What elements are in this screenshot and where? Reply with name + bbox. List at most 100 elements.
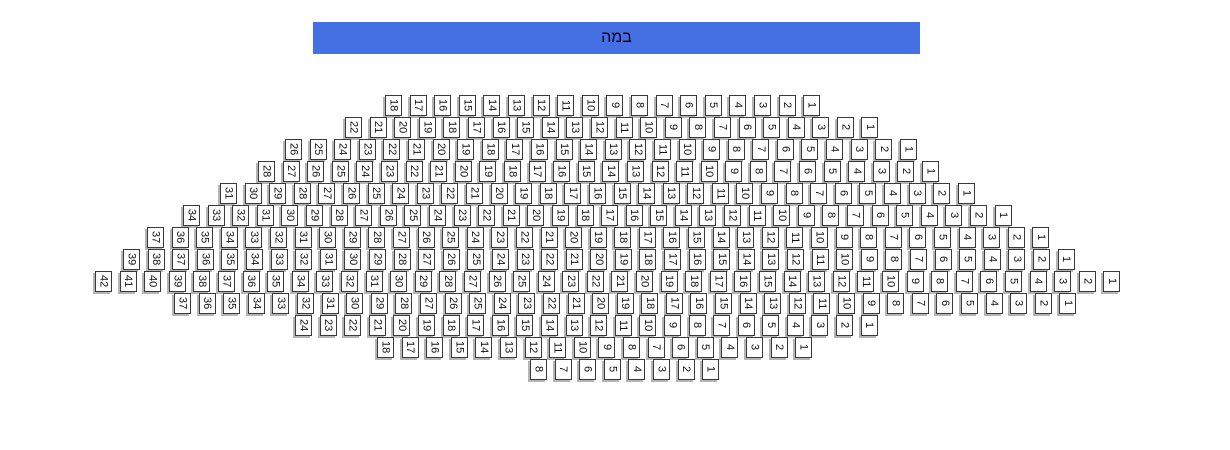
seat[interactable]: 37	[172, 249, 190, 270]
seat[interactable]: 12	[687, 183, 705, 204]
seat[interactable]: 27	[392, 227, 410, 248]
seat[interactable]: 26	[442, 249, 460, 270]
seat[interactable]: 26	[417, 227, 435, 248]
seat[interactable]: 1	[899, 139, 917, 160]
seat[interactable]: 17	[638, 227, 656, 248]
seat[interactable]: 20	[592, 293, 610, 314]
seat[interactable]: 34	[220, 227, 238, 248]
seat[interactable]: 5	[762, 315, 780, 336]
seat[interactable]: 11	[549, 337, 567, 358]
seat[interactable]: 33	[272, 293, 290, 314]
seat[interactable]: 19	[515, 183, 533, 204]
seat[interactable]: 16	[690, 293, 708, 314]
seat[interactable]: 7	[884, 227, 902, 248]
seat[interactable]: 17	[506, 139, 524, 160]
seat[interactable]: 32	[340, 271, 358, 292]
seat[interactable]: 4	[958, 227, 976, 248]
seat[interactable]: 4	[628, 359, 646, 380]
seat[interactable]: 15	[450, 337, 468, 358]
seat[interactable]: 30	[319, 227, 337, 248]
seat[interactable]: 2	[770, 337, 788, 358]
seat[interactable]: 24	[428, 205, 446, 226]
seat[interactable]: 15	[713, 249, 731, 270]
seat[interactable]: 3	[945, 205, 963, 226]
seat[interactable]: 35	[221, 249, 239, 270]
seat[interactable]: 2	[970, 205, 987, 226]
seat[interactable]: 16	[588, 183, 606, 204]
seat[interactable]: 3	[908, 183, 926, 204]
seat[interactable]: 15	[458, 95, 476, 116]
seat[interactable]: 22	[542, 293, 560, 314]
seat[interactable]: 3	[983, 227, 1001, 248]
seat[interactable]: 19	[418, 117, 436, 138]
seat[interactable]: 16	[491, 315, 509, 336]
seat[interactable]: 13	[762, 249, 780, 270]
seat[interactable]: 6	[776, 139, 794, 160]
seat[interactable]: 29	[305, 205, 323, 226]
seat[interactable]: 27	[419, 293, 437, 314]
seat[interactable]: 23	[319, 315, 337, 336]
seat[interactable]: 13	[737, 227, 755, 248]
seat[interactable]: 11	[614, 315, 632, 336]
seat[interactable]: 8	[530, 359, 547, 380]
seat[interactable]: 24	[491, 249, 509, 270]
seat[interactable]: 19	[589, 227, 607, 248]
seat[interactable]: 20	[490, 183, 508, 204]
seat[interactable]: 27	[318, 183, 336, 204]
seat[interactable]: 1	[994, 205, 1012, 226]
seat[interactable]: 8	[785, 183, 803, 204]
seat[interactable]: 26	[379, 205, 397, 226]
seat[interactable]: 8	[749, 161, 767, 182]
seat[interactable]: 21	[368, 315, 386, 336]
seat[interactable]: 13	[699, 205, 717, 226]
seat[interactable]: 17	[664, 249, 682, 270]
seat[interactable]: 13	[764, 293, 782, 314]
seat[interactable]: 34	[291, 271, 309, 292]
seat[interactable]: 5	[704, 95, 722, 116]
seat[interactable]: 26	[488, 271, 506, 292]
seat[interactable]: 20	[565, 227, 583, 248]
seat[interactable]: 8	[727, 139, 745, 160]
seat[interactable]: 18	[685, 271, 703, 292]
seat[interactable]: 19	[479, 161, 497, 182]
seat[interactable]: 2	[1032, 249, 1050, 270]
seat[interactable]: 31	[220, 183, 237, 204]
seat[interactable]: 17	[564, 183, 582, 204]
seat[interactable]: 33	[270, 249, 288, 270]
seat[interactable]: 10	[838, 293, 856, 314]
seat[interactable]: 21	[502, 205, 520, 226]
seat[interactable]: 9	[663, 315, 681, 336]
seat[interactable]: 20	[454, 161, 472, 182]
seat[interactable]: 16	[688, 249, 706, 270]
seat[interactable]: 20	[432, 139, 450, 160]
seat[interactable]: 30	[281, 205, 299, 226]
seat[interactable]: 9	[725, 161, 743, 182]
seat[interactable]: 24	[493, 293, 511, 314]
seat[interactable]: 12	[590, 315, 608, 336]
seat[interactable]: 11	[653, 139, 671, 160]
seat[interactable]: 22	[541, 249, 559, 270]
seat[interactable]: 8	[689, 117, 707, 138]
seat[interactable]: 3	[753, 95, 771, 116]
seat[interactable]: 5	[801, 139, 819, 160]
seat[interactable]: 4	[848, 161, 866, 182]
seat[interactable]: 7	[774, 161, 792, 182]
seat[interactable]: 22	[441, 183, 459, 204]
seat[interactable]: 5	[859, 183, 877, 204]
seat[interactable]: 36	[242, 271, 260, 292]
seat[interactable]: 37	[147, 227, 164, 248]
seat[interactable]: 12	[590, 117, 608, 138]
seat[interactable]: 4	[787, 117, 805, 138]
seat[interactable]: 6	[871, 205, 889, 226]
seat[interactable]: 8	[860, 227, 878, 248]
seat[interactable]: 3	[652, 359, 670, 380]
seat[interactable]: 16	[530, 139, 548, 160]
seat[interactable]: 36	[198, 293, 216, 314]
seat[interactable]: 8	[822, 205, 840, 226]
seat[interactable]: 1	[1103, 271, 1121, 292]
seat[interactable]: 17	[528, 161, 546, 182]
seat[interactable]: 7	[647, 337, 665, 358]
seat[interactable]: 28	[258, 161, 275, 182]
seat[interactable]: 2	[778, 95, 796, 116]
seat[interactable]: 22	[344, 315, 362, 336]
